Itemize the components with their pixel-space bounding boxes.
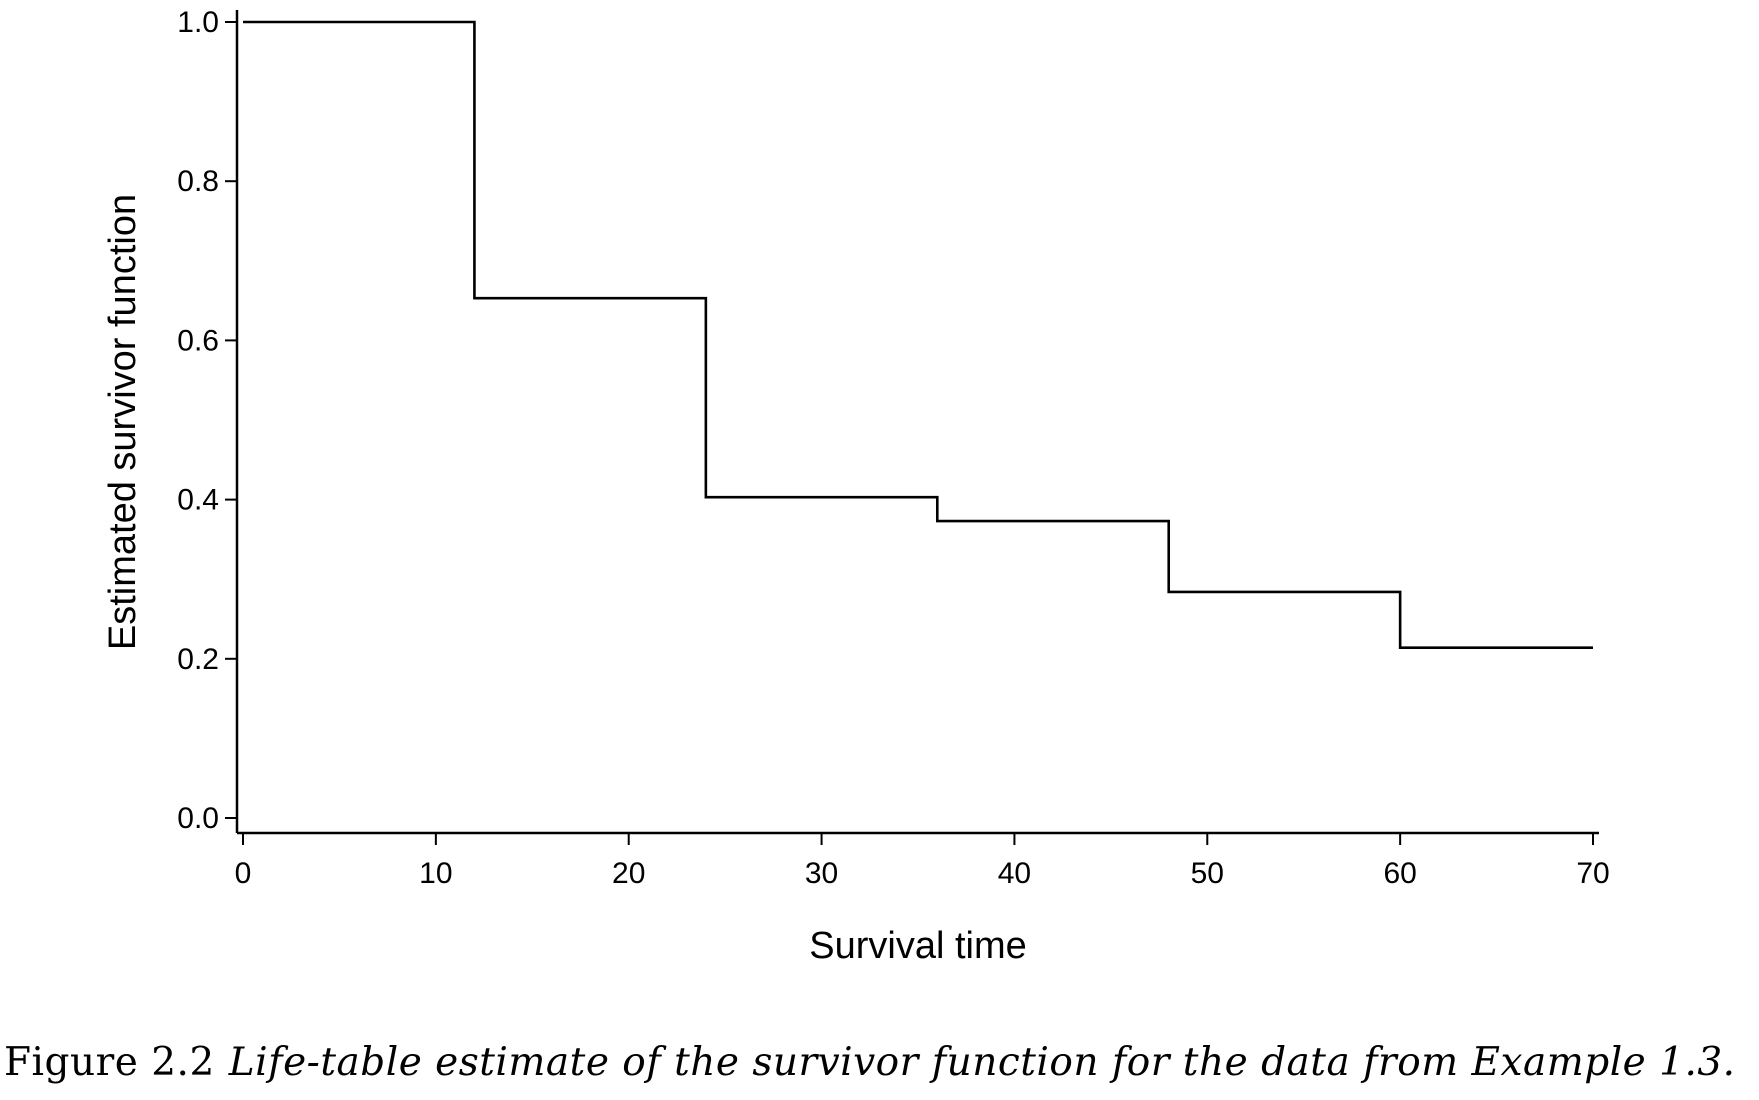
x-tick-label: 10	[419, 857, 452, 890]
survivor-step-line	[243, 20, 1593, 649]
y-tick-label: 1.0	[177, 6, 219, 39]
x-tick-label: 0	[235, 857, 252, 890]
x-tick-label: 60	[1383, 857, 1416, 890]
x-tick-label: 20	[612, 857, 645, 890]
x-tick-label: 50	[1191, 857, 1224, 890]
x-tick-label: 70	[1576, 857, 1609, 890]
y-tick-label: 0.8	[177, 165, 219, 198]
y-axis-title: Estimated survivor function	[102, 194, 144, 650]
figure-caption-text: Life-table estimate of the survivor func…	[228, 1040, 1736, 1085]
y-tick-label: 0.0	[177, 802, 219, 835]
x-axis-title: Survival time	[809, 925, 1027, 967]
y-tick-label: 0.6	[177, 324, 219, 357]
figure-caption-label: Figure 2.2	[4, 1040, 215, 1085]
x-tick-label: 40	[998, 857, 1031, 890]
x-tick-label: 30	[805, 857, 838, 890]
y-tick-label: 0.2	[177, 643, 219, 676]
y-tick-label: 0.4	[177, 484, 219, 517]
survivor-function-chart: 0.0 0.2 0.4 0.6 0.8 1.0 0 10 20 30 40 50 60 70 Surviv…	[102, 6, 1610, 967]
figure-caption: Figure 2.2 Life-table estimate of the sur…	[4, 1040, 1736, 1085]
